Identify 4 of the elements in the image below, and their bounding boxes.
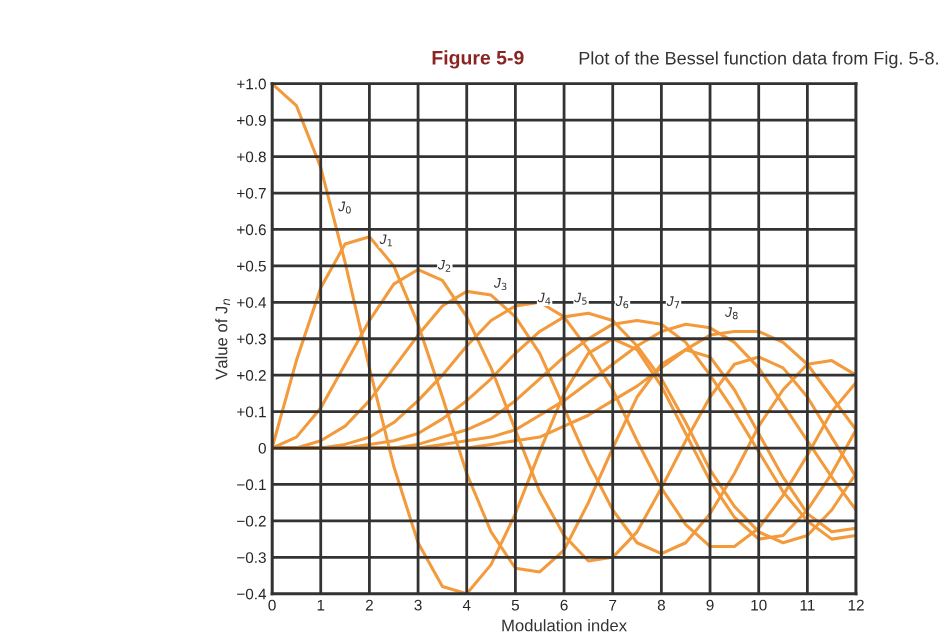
x-axis-title: Modulation index xyxy=(502,619,627,632)
chart-title: Figure 5-9 xyxy=(432,50,524,69)
chart-subtitle: Plot of the Bessel function data from Fig. 5-8. xyxy=(579,51,938,69)
y-axis-title: Value of J$_{n}$ xyxy=(215,298,230,380)
